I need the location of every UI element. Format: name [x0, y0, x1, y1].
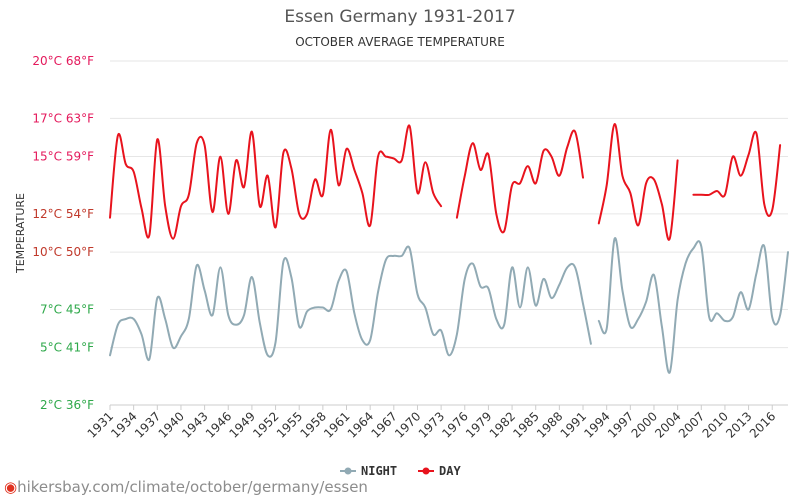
- x-tick-label: 1931: [85, 409, 116, 440]
- x-tick-label: 1991: [558, 409, 589, 440]
- x-tick-label: 2016: [747, 409, 778, 440]
- legend-label: NIGHT: [361, 464, 397, 478]
- legend-swatch-marker: [344, 467, 352, 475]
- x-tick-label: 1961: [321, 409, 352, 440]
- series-night-line: [109, 245, 592, 362]
- x-tick-label: 1934: [108, 409, 139, 440]
- y-tick-label: 2°C 36°F: [40, 398, 94, 412]
- x-tick-label: 1940: [156, 409, 187, 440]
- y-tick-label: 7°C 45°F: [40, 302, 94, 316]
- series-day-line: [455, 129, 584, 234]
- series-day-line: [597, 123, 679, 241]
- y-tick-label: 17°C 63°F: [32, 111, 94, 125]
- x-tick-label: 2004: [652, 409, 683, 440]
- y-tick-label: 20°C 68°F: [32, 54, 94, 68]
- x-tick-label: 2013: [723, 409, 754, 440]
- y-tick-label: 10°C 50°F: [32, 245, 94, 259]
- series-night: [109, 237, 789, 374]
- x-tick-label: 1949: [227, 409, 258, 440]
- series-day-line: [109, 124, 443, 240]
- x-tick-label: 1958: [297, 409, 328, 440]
- series-day: [109, 123, 782, 241]
- x-tick-label: 2010: [700, 409, 731, 440]
- chart-title: Essen Germany 1931-2017: [284, 7, 516, 27]
- x-tick-label: 1943: [179, 409, 210, 440]
- series-lines: [109, 123, 789, 374]
- watermark[interactable]: ◉hikersbay.com/climate/october/germany/e…: [4, 478, 368, 496]
- watermark-url[interactable]: hikersbay.com/climate/october/germany/es…: [17, 478, 368, 496]
- series-day-line: [692, 130, 782, 217]
- y-axis-ticks: 20°C 68°F 17°C 63°F 15°C 59°F 12°C 54°F 10°C…: [32, 54, 94, 412]
- x-tick-label: 1964: [345, 409, 376, 440]
- x-tick-label: 1946: [203, 409, 234, 440]
- x-tick-label: 1970: [392, 409, 423, 440]
- legend-label: DAY: [439, 464, 461, 478]
- x-tick-label: 1952: [250, 409, 281, 440]
- x-tick-label: 1994: [581, 409, 612, 440]
- legend-item-day[interactable]: DAY: [418, 464, 461, 478]
- x-tick-label: 2000: [629, 409, 660, 440]
- legend[interactable]: NIGHT DAY: [340, 464, 461, 478]
- y-tick-label: 12°C 54°F: [32, 207, 94, 221]
- x-tick-label: 1997: [605, 409, 636, 440]
- temperature-chart: 20°C 68°F 17°C 63°F 15°C 59°F 12°C 54°F 10°C…: [14, 54, 789, 478]
- x-tick-label: 1967: [368, 409, 399, 440]
- y-tick-label: 15°C 59°F: [32, 150, 94, 164]
- x-axis: 1931193419371940194319461949195219551958…: [85, 404, 788, 441]
- x-tick-label: 1976: [439, 409, 470, 440]
- y-tick-label: 5°C 41°F: [40, 341, 94, 355]
- legend-swatch-marker: [422, 467, 430, 475]
- x-tick-label: 1973: [416, 409, 447, 440]
- x-tick-label: 1955: [274, 409, 305, 440]
- x-tick-label: 1937: [132, 409, 163, 440]
- x-tick-label: 2007: [676, 409, 707, 440]
- chart-subtitle: OCTOBER AVERAGE TEMPERATURE: [295, 35, 505, 49]
- location-pin-icon: ◉: [4, 478, 18, 496]
- y-axis-label: TEMPERATURE: [14, 193, 27, 274]
- series-night-line: [597, 237, 789, 374]
- x-tick-label: 1988: [534, 409, 565, 440]
- grid-lines: [110, 60, 788, 406]
- x-tick-label: 1985: [510, 409, 541, 440]
- x-tick-label: 1979: [463, 409, 494, 440]
- x-tick-label: 1982: [487, 409, 518, 440]
- legend-item-night[interactable]: NIGHT: [340, 464, 397, 478]
